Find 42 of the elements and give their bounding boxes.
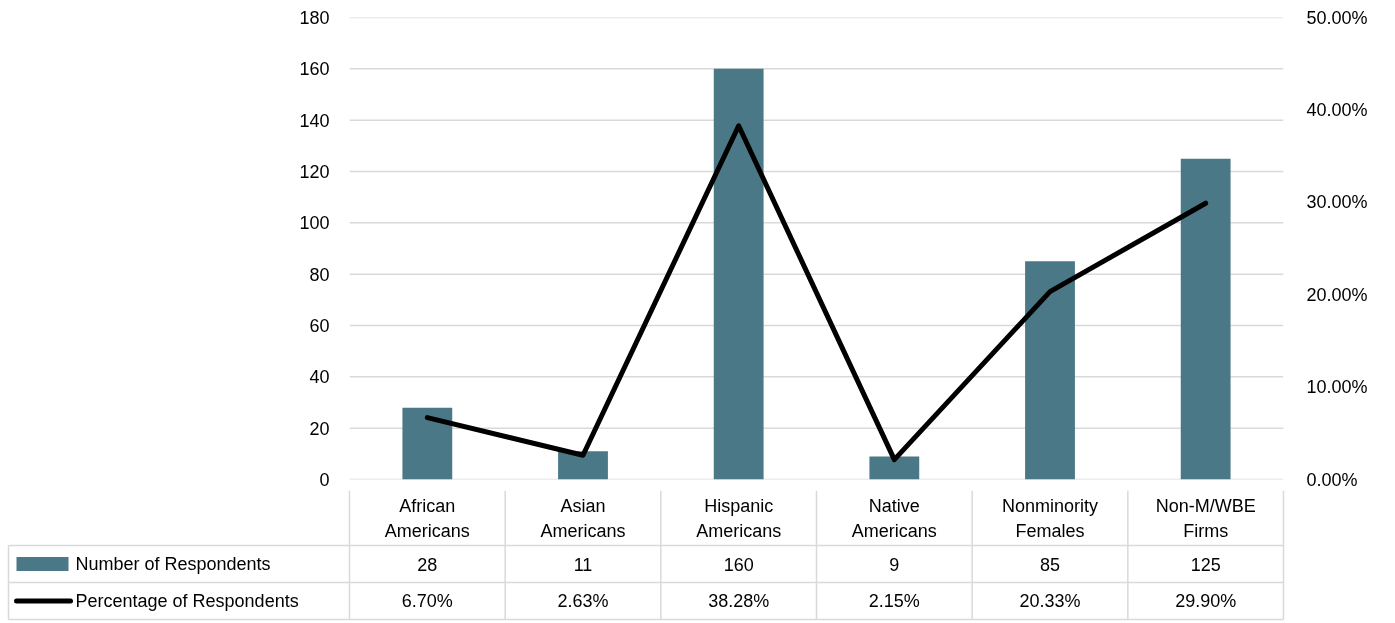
x-tick-label: African Americans [384,495,470,541]
data-label: 125 [1190,554,1221,575]
data-label: 6.70% [401,591,453,611]
data-label: 2.15% [868,591,920,611]
data-label: 28 [417,554,438,575]
y2-tick-label: 20.00% [1306,284,1368,305]
data-label: 2.63% [557,591,609,611]
y-tick-label: 180 [299,8,330,28]
data-label: 9 [889,554,900,575]
y2-tick-label: 0.00% [1306,469,1358,490]
x-tick-label: Non-M/WBE Firms [1155,495,1256,541]
x-tick-label: Hispanic Americans [696,495,782,541]
y-tick-label: 80 [309,264,330,285]
data-label: 11 [573,554,593,575]
bar [1025,261,1075,480]
y-tick-label: 160 [299,59,330,80]
y2-tick-label: 30.00% [1306,192,1368,213]
data-label: 29.90% [1175,591,1237,611]
bar [558,451,608,480]
y-tick-label: 60 [309,316,330,336]
y-tick-label: 140 [299,110,330,131]
data-label: 38.28% [708,591,770,611]
y-tick-label: 0 [319,470,330,490]
y-tick-label: 20 [309,418,330,439]
legend-label: Number of Respondents [75,554,271,574]
x-tick-label: Nonminority Females [1001,495,1099,541]
y2-tick-label: 50.00% [1306,7,1368,28]
bar [869,456,920,480]
data-label: 85 [1039,554,1061,575]
data-label: 160 [723,554,754,575]
bar [1180,158,1231,480]
legend-label: Percentage of Respondents [75,591,299,611]
data-label: 20.33% [1019,591,1081,611]
y2-tick-label: 40.00% [1306,99,1368,120]
y2-tick-label: 10.00% [1306,377,1368,398]
bar [402,407,453,480]
y-tick-label: 100 [299,213,330,234]
x-tick-label: Asian Americans [540,495,626,541]
x-tick-label: Native Americans [851,495,937,541]
y-tick-label: 120 [299,162,330,182]
y-tick-label: 40 [309,367,330,388]
bar [713,68,764,480]
